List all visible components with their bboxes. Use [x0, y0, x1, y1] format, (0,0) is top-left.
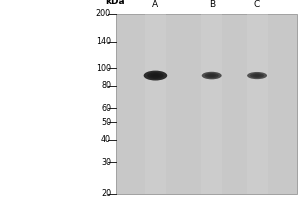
Text: 30: 30 [101, 158, 111, 167]
FancyBboxPatch shape [145, 14, 166, 194]
Text: 80: 80 [101, 81, 111, 90]
Ellipse shape [250, 73, 264, 78]
Ellipse shape [152, 74, 158, 77]
Ellipse shape [207, 74, 216, 77]
Ellipse shape [144, 71, 167, 81]
Ellipse shape [202, 72, 222, 79]
FancyBboxPatch shape [201, 14, 222, 194]
Text: C: C [254, 0, 260, 9]
Text: 40: 40 [101, 135, 111, 144]
Text: 60: 60 [101, 104, 111, 113]
Text: 140: 140 [96, 37, 111, 46]
Ellipse shape [150, 73, 161, 78]
Text: 20: 20 [101, 190, 111, 198]
FancyBboxPatch shape [116, 14, 297, 194]
Ellipse shape [147, 72, 164, 79]
Ellipse shape [255, 75, 260, 76]
Text: kDa: kDa [105, 0, 124, 6]
Text: A: A [152, 0, 158, 9]
Text: 100: 100 [96, 64, 111, 73]
Ellipse shape [247, 72, 267, 79]
Text: 200: 200 [96, 9, 111, 19]
Text: 50: 50 [101, 118, 111, 127]
Text: B: B [208, 0, 215, 9]
Ellipse shape [253, 74, 262, 77]
FancyBboxPatch shape [247, 14, 268, 194]
Ellipse shape [205, 73, 219, 78]
Ellipse shape [209, 75, 214, 77]
